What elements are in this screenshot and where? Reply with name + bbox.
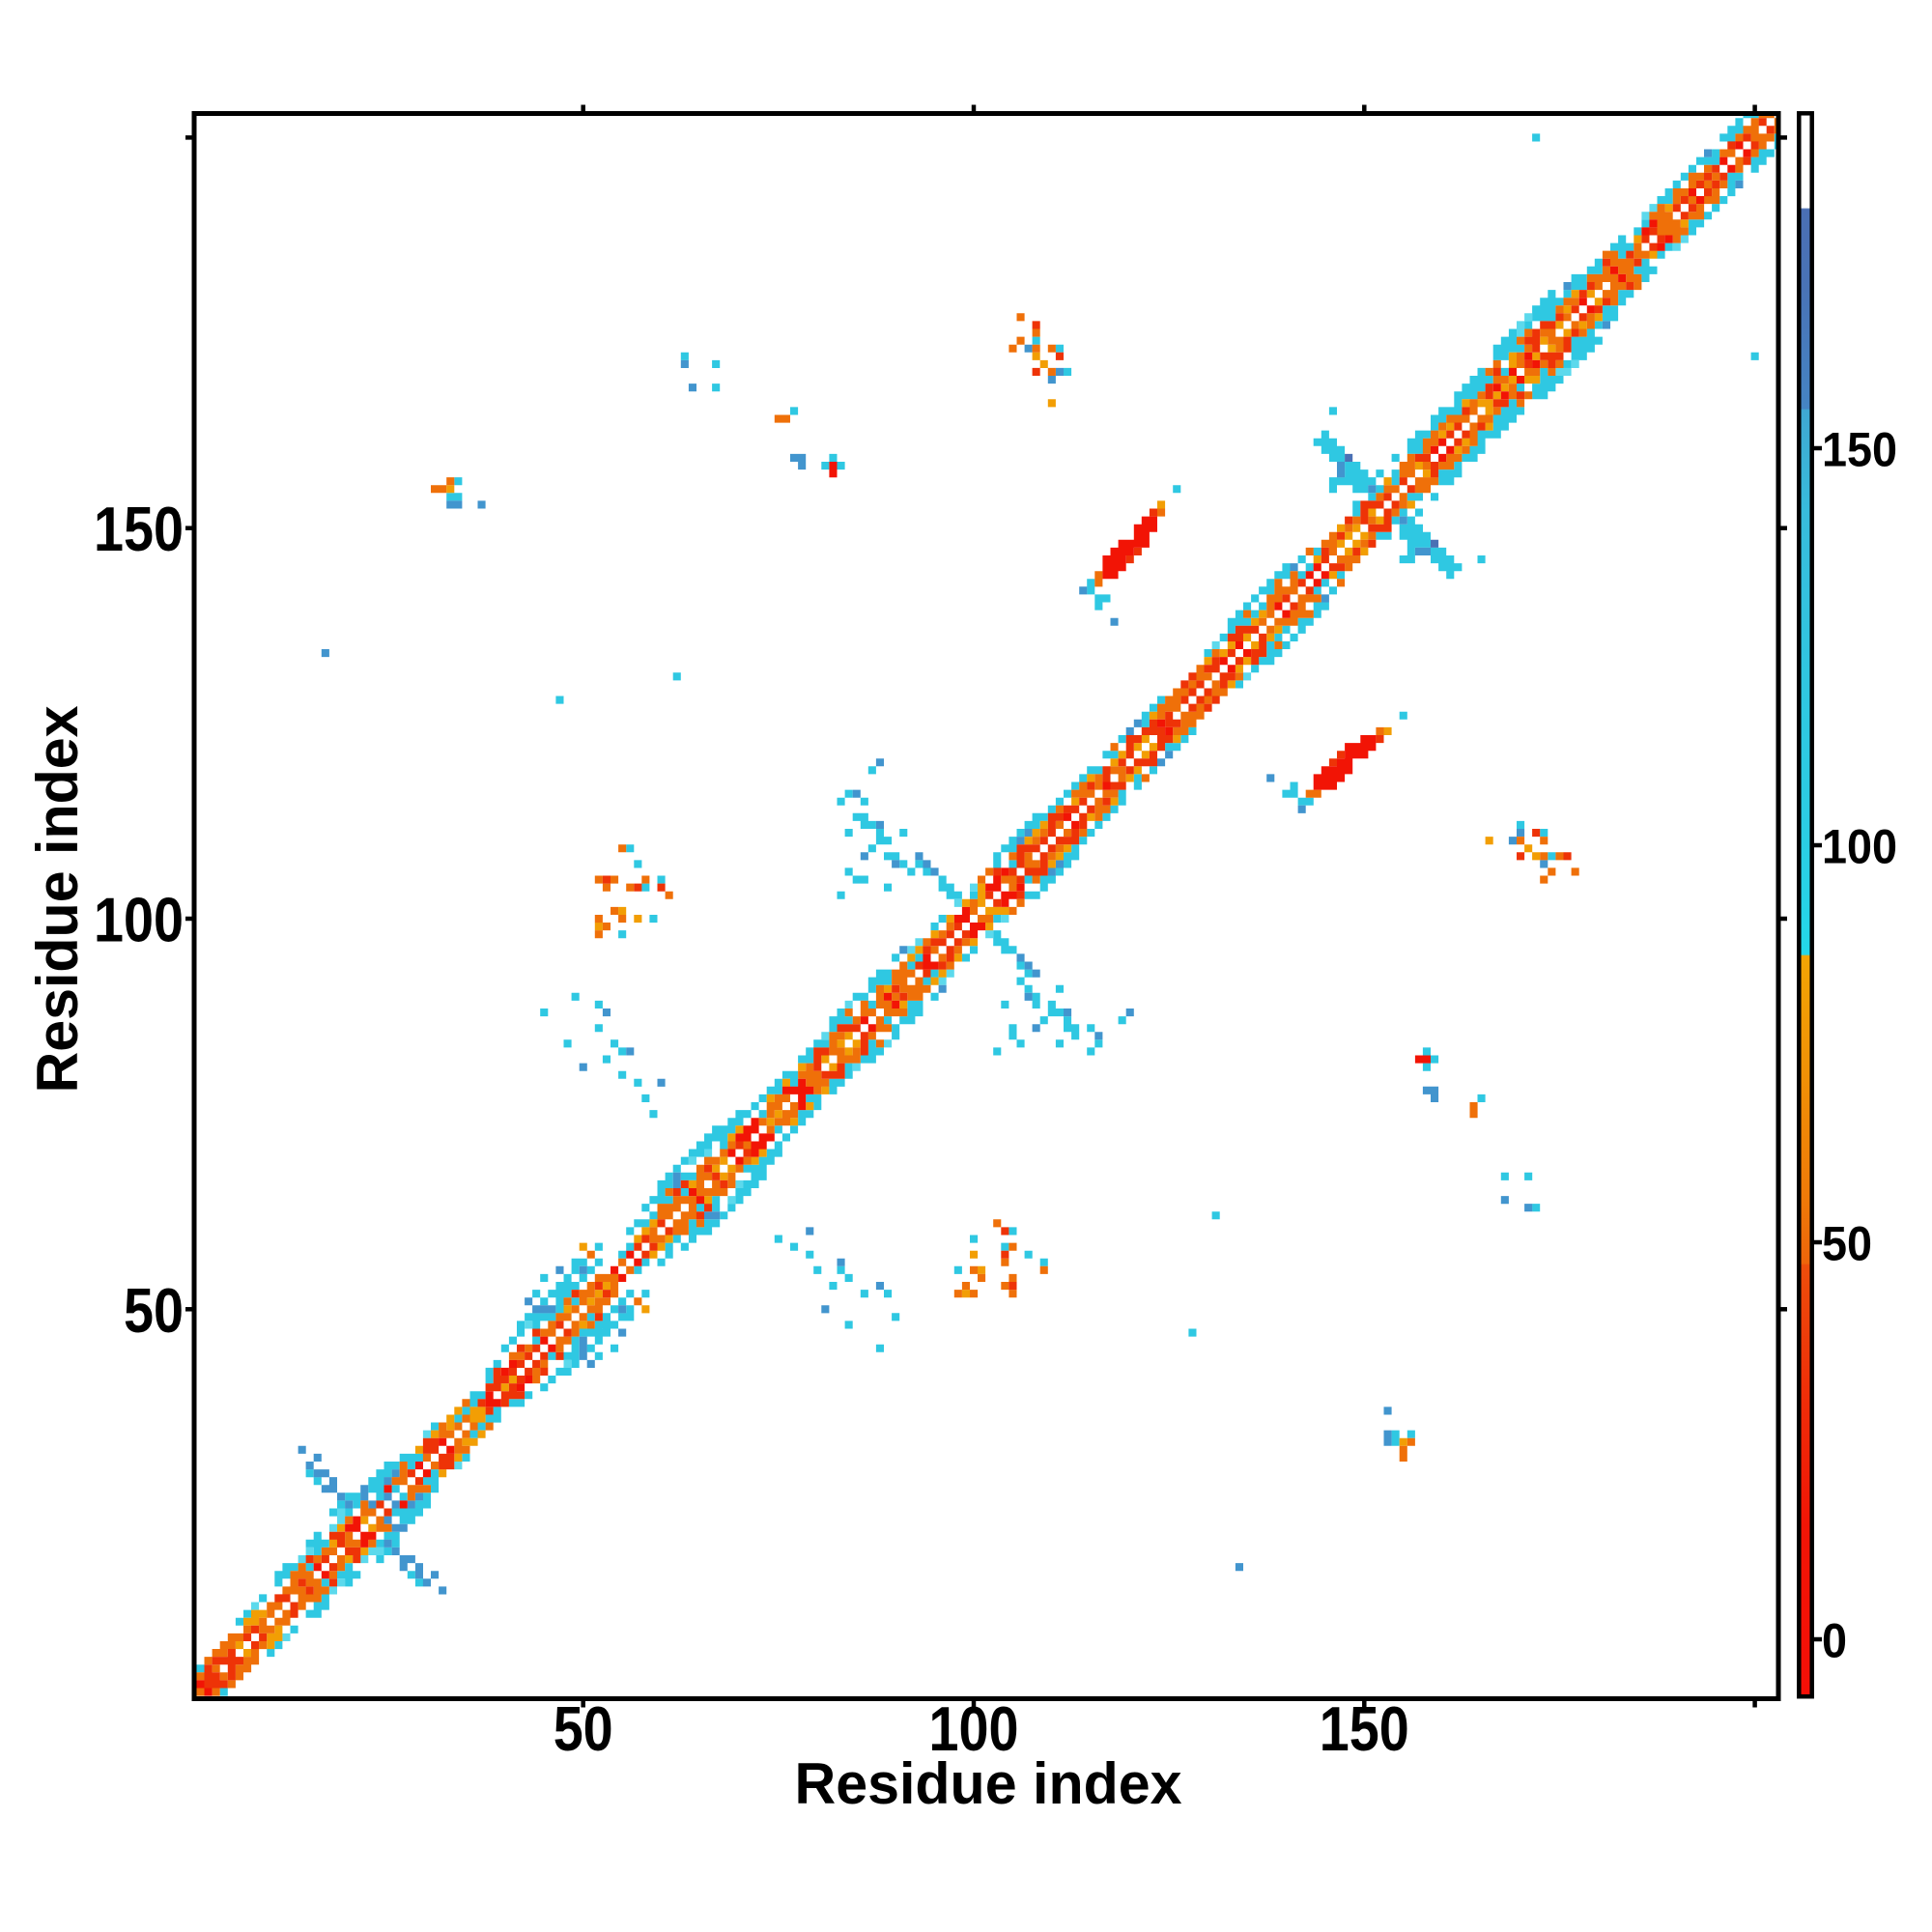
svg-text:150: 150 xyxy=(94,495,184,564)
svg-text:Residue index: Residue index xyxy=(795,1751,1182,1816)
svg-text:50: 50 xyxy=(1822,1217,1872,1271)
svg-text:100: 100 xyxy=(1822,820,1897,874)
svg-text:150: 150 xyxy=(1822,423,1897,477)
svg-text:0: 0 xyxy=(1822,1614,1847,1668)
svg-text:100: 100 xyxy=(929,1694,1019,1764)
svg-text:100: 100 xyxy=(94,886,184,955)
svg-text:Residue index: Residue index xyxy=(25,706,90,1094)
svg-text:150: 150 xyxy=(1320,1694,1409,1764)
svg-text:50: 50 xyxy=(124,1276,184,1346)
svg-text:50: 50 xyxy=(554,1694,613,1764)
